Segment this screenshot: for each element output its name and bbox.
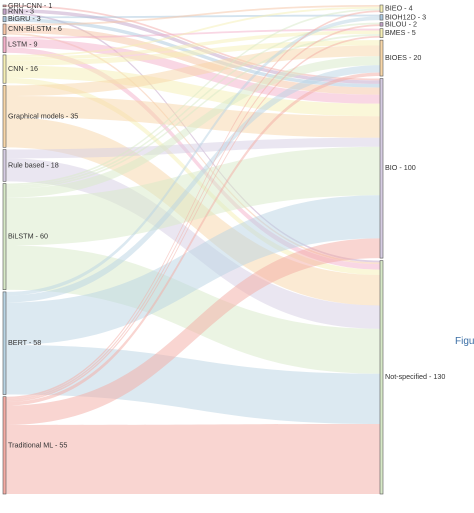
link-bert-58-to-not-specified-130 bbox=[6, 344, 380, 424]
link-bilstm-60-to-bieo-4 bbox=[6, 8, 380, 186]
link-rule-based-18-to-not-specified-130 bbox=[6, 158, 380, 329]
link-rule-based-18-to-bio-100 bbox=[6, 137, 380, 159]
source-node-graphical-models-35 bbox=[2, 85, 7, 148]
link-graphical-models-35-to-bioes-20 bbox=[6, 45, 380, 97]
source-node-label-traditional-ml-55: Traditional ML - 55 bbox=[8, 440, 67, 449]
link-gru-cnn-1-to-bio-100 bbox=[6, 5, 380, 81]
source-node-bert-58 bbox=[2, 291, 7, 395]
source-node-label-rnn-3: RNN - 3 bbox=[8, 7, 34, 16]
link-bilstm-60-to-bilou-2 bbox=[6, 22, 380, 188]
source-node-cnn-bilstm-6 bbox=[2, 23, 7, 35]
link-lstm-9-to-bmes-5 bbox=[6, 28, 380, 39]
source-node-traditional-ml-55 bbox=[2, 396, 7, 495]
target-node-not-specified-130 bbox=[379, 260, 384, 495]
target-node-bio-100 bbox=[379, 78, 384, 259]
source-node-label-gru-cnn-1: GRU-CNN - 1 bbox=[8, 1, 52, 10]
link-cnn-16-to-bmes-5 bbox=[6, 30, 380, 61]
link-cnn-16-to-bieo-4 bbox=[6, 6, 380, 57]
source-node-rule-based-18 bbox=[2, 149, 7, 182]
source-node-gru-cnn-1 bbox=[2, 4, 7, 8]
source-node-bilstm-60 bbox=[2, 183, 7, 291]
link-bigru-3-to-bioh12d-3 bbox=[6, 14, 380, 19]
target-node-bilou-2 bbox=[379, 22, 384, 27]
target-node-label-bieo-4: BIEO - 4 bbox=[385, 3, 413, 12]
link-cnn-bilstm-6-to-bio-100 bbox=[6, 25, 380, 95]
target-node-label-bioh12d-3: BIOH12D - 3 bbox=[385, 12, 426, 21]
link-cnn-bilstm-6-to-bieo-4 bbox=[6, 5, 380, 26]
link-traditional-ml-55-to-bilou-2 bbox=[6, 24, 380, 401]
source-node-label-lstm-9: LSTM - 9 bbox=[8, 40, 38, 49]
source-node-label-graphical-models-35: Graphical models - 35 bbox=[8, 111, 78, 120]
source-node-label-bigru-3: BiGRU - 3 bbox=[8, 14, 41, 23]
link-bert-58-to-bio-100 bbox=[6, 195, 380, 345]
source-node-label-bilstm-60: BiLSTM - 60 bbox=[8, 232, 48, 241]
link-bilstm-60-to-bioes-20 bbox=[6, 56, 380, 198]
link-rnn-3-to-not-specified-130 bbox=[6, 12, 380, 263]
link-graphical-models-35-to-bio-100 bbox=[6, 96, 380, 138]
link-bert-58-to-bioh12d-3 bbox=[6, 16, 380, 296]
link-traditional-ml-55-to-not-specified-130 bbox=[6, 423, 380, 494]
source-node-label-cnn-16: CNN - 16 bbox=[8, 64, 38, 73]
link-traditional-ml-55-to-bio-100 bbox=[6, 238, 380, 426]
target-node-label-not-specified-130: Not-specified - 130 bbox=[385, 372, 445, 381]
target-node-bioh12d-3 bbox=[379, 14, 384, 21]
link-traditional-ml-55-to-bioes-20 bbox=[6, 72, 380, 406]
target-node-label-bmes-5: BMES - 5 bbox=[385, 28, 416, 37]
target-node-label-bilou-2: BILOU - 2 bbox=[385, 19, 417, 28]
source-node-label-cnn-bilstm-6: CNN-BiLSTM - 6 bbox=[8, 24, 62, 33]
target-node-bioes-20 bbox=[379, 39, 384, 77]
source-node-lstm-9 bbox=[2, 36, 7, 54]
source-node-label-bert-58: BERT - 58 bbox=[8, 338, 41, 347]
figure-caption-fragment: Figu bbox=[455, 336, 474, 347]
link-lstm-9-to-not-specified-130 bbox=[6, 47, 380, 270]
link-traditional-ml-55-to-bmes-5 bbox=[6, 35, 380, 403]
source-node-label-rule-based-18: Rule based - 18 bbox=[8, 160, 59, 169]
source-node-cnn-16 bbox=[2, 54, 7, 84]
source-node-rnn-3 bbox=[2, 8, 7, 15]
sankey-links bbox=[6, 5, 380, 494]
target-node-label-bio-100: BIO - 100 bbox=[385, 163, 416, 172]
link-bilstm-60-to-bmes-5 bbox=[6, 34, 380, 189]
target-node-bieo-4 bbox=[379, 4, 384, 13]
link-bert-58-to-bioes-20 bbox=[6, 65, 380, 303]
link-traditional-ml-55-to-bieo-4 bbox=[6, 10, 380, 399]
source-node-bigru-3 bbox=[2, 16, 7, 23]
target-node-label-bioes-20: BIOES - 20 bbox=[385, 53, 421, 62]
link-bilstm-60-to-bio-100 bbox=[6, 146, 380, 246]
target-node-bmes-5 bbox=[379, 28, 384, 38]
link-cnn-16-to-bio-100 bbox=[6, 65, 380, 117]
